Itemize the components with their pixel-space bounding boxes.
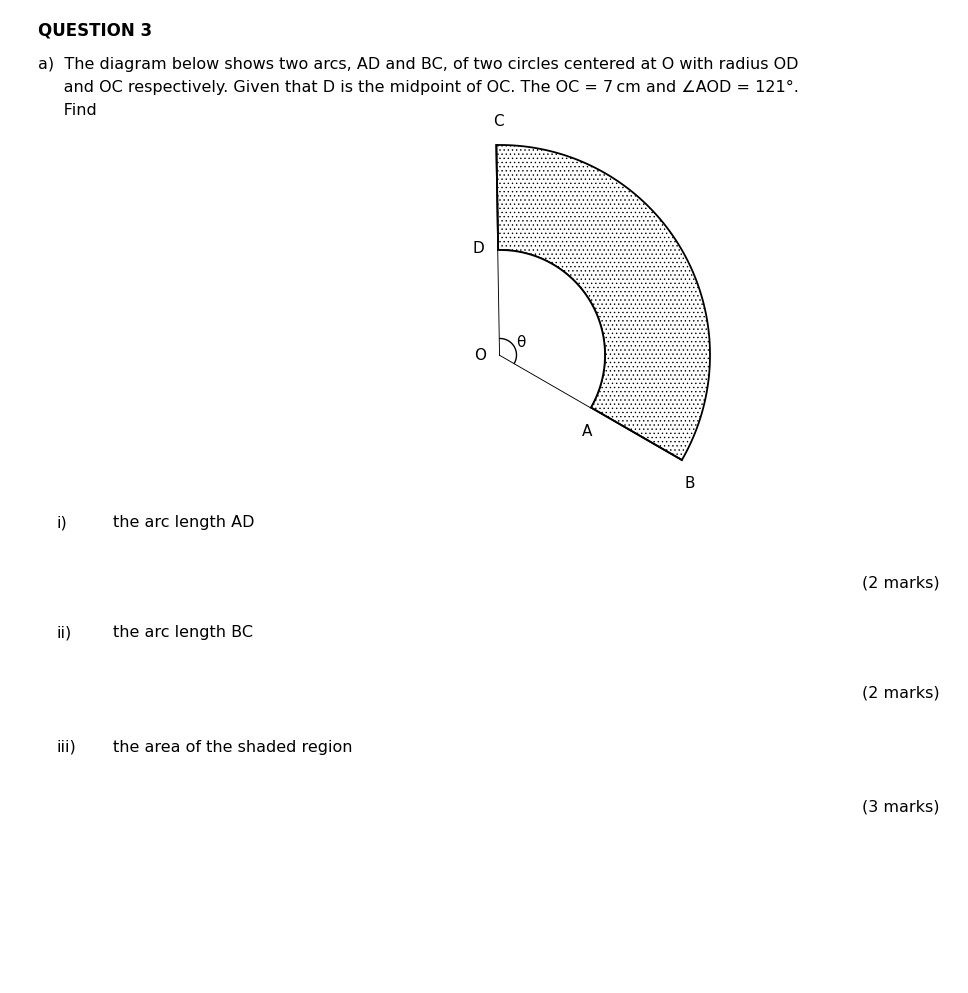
Text: C: C — [493, 114, 503, 129]
Polygon shape — [499, 250, 605, 407]
Text: QUESTION 3: QUESTION 3 — [38, 22, 152, 40]
Text: the area of the shaded region: the area of the shaded region — [113, 740, 352, 755]
Text: (3 marks): (3 marks) — [862, 800, 940, 815]
Text: θ: θ — [516, 336, 526, 351]
Text: ii): ii) — [56, 625, 72, 640]
Text: the arc length AD: the arc length AD — [113, 515, 255, 530]
Text: A: A — [582, 423, 592, 439]
Text: B: B — [684, 476, 695, 491]
Text: (2 marks): (2 marks) — [862, 685, 940, 700]
Text: iii): iii) — [56, 740, 76, 755]
Text: and OC respectively. Given that D is the midpoint of OC. The OC = 7 cm and ∠AOD : and OC respectively. Given that D is the… — [38, 80, 799, 95]
Text: a)  The diagram below shows two arcs, AD and BC, of two circles centered at O wi: a) The diagram below shows two arcs, AD … — [38, 57, 799, 72]
Text: D: D — [472, 240, 484, 255]
Polygon shape — [497, 145, 710, 460]
Text: Find: Find — [38, 103, 97, 118]
Text: O: O — [474, 348, 486, 362]
Text: the arc length BC: the arc length BC — [113, 625, 253, 640]
Text: i): i) — [56, 515, 67, 530]
Text: (2 marks): (2 marks) — [862, 575, 940, 590]
